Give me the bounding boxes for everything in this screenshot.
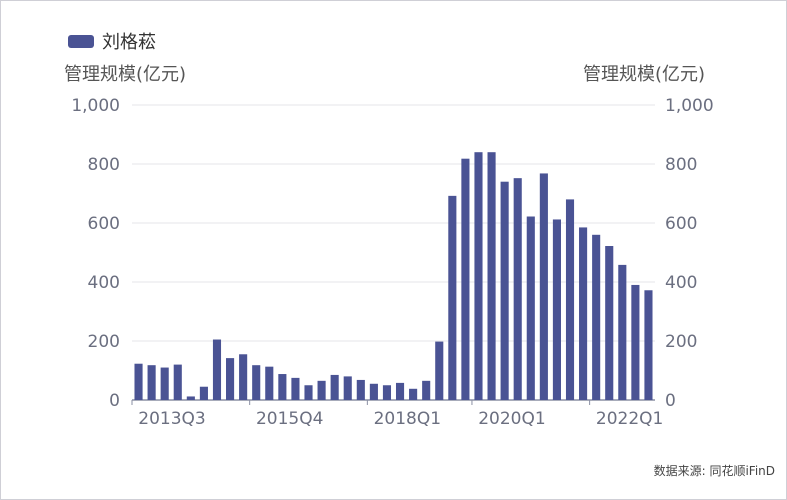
x-tick-label: 2020Q1 [478, 409, 545, 429]
bar [422, 380, 431, 400]
y-tick-label-left: 800 [88, 155, 120, 175]
legend-label: 刘格菘 [102, 32, 156, 53]
bar [173, 364, 182, 400]
bar [147, 365, 156, 400]
x-tick-label: 2018Q1 [374, 409, 441, 429]
y-tick-label-left: 1,000 [71, 96, 120, 116]
bar [474, 152, 483, 400]
bar [513, 178, 522, 400]
x-tick-label: 2022Q1 [596, 409, 663, 429]
bar [605, 246, 614, 400]
bar [644, 290, 653, 400]
y-tick-label-right: 0 [665, 391, 676, 411]
bar [539, 173, 548, 400]
bar [330, 374, 339, 400]
bar [212, 339, 222, 400]
y-tick-label-right: 200 [665, 332, 697, 352]
bar [291, 377, 300, 400]
bar [186, 396, 195, 400]
bar [382, 385, 392, 400]
bar [579, 227, 588, 400]
bar [160, 367, 169, 400]
bar [500, 181, 509, 400]
bar [369, 383, 378, 400]
y-tick-label-right: 400 [665, 273, 697, 293]
y-tick-label-left: 200 [88, 332, 120, 352]
bar [265, 366, 274, 400]
bar [317, 380, 326, 400]
bar [448, 195, 457, 400]
x-tick-label: 2013Q3 [138, 409, 205, 429]
y-tick-label-left: 600 [88, 214, 120, 234]
legend-swatch [68, 34, 94, 48]
bar [526, 216, 535, 400]
bar [278, 374, 287, 400]
legend: 刘格菘 [68, 28, 156, 54]
source-note: 数据来源: 同花顺iFinD [653, 464, 775, 478]
bar [226, 358, 235, 400]
y-tick-label-left: 0 [109, 391, 120, 411]
bar [134, 363, 143, 400]
bar [631, 284, 640, 400]
bar [239, 354, 248, 400]
bar [461, 158, 470, 400]
y-tick-label-right: 1,000 [665, 96, 714, 116]
bar [487, 152, 496, 400]
bar [252, 365, 261, 400]
y-tick-label-left: 400 [88, 273, 120, 293]
bar [592, 234, 601, 400]
bar [304, 385, 313, 400]
bar [199, 386, 208, 400]
y-tick-label-right: 600 [665, 214, 697, 234]
bar [395, 382, 405, 400]
bar [343, 376, 352, 400]
y-tick-label-right: 800 [665, 155, 697, 175]
bar [565, 199, 575, 400]
y-axis-right-title: 管理规模(亿元) [583, 64, 706, 85]
y-axis-left-title: 管理规模(亿元) [64, 64, 187, 85]
x-tick-label: 2015Q4 [256, 409, 323, 429]
bar [356, 379, 365, 400]
bar [552, 219, 561, 400]
bar [435, 341, 444, 400]
bar [409, 388, 418, 400]
bar [618, 264, 627, 400]
